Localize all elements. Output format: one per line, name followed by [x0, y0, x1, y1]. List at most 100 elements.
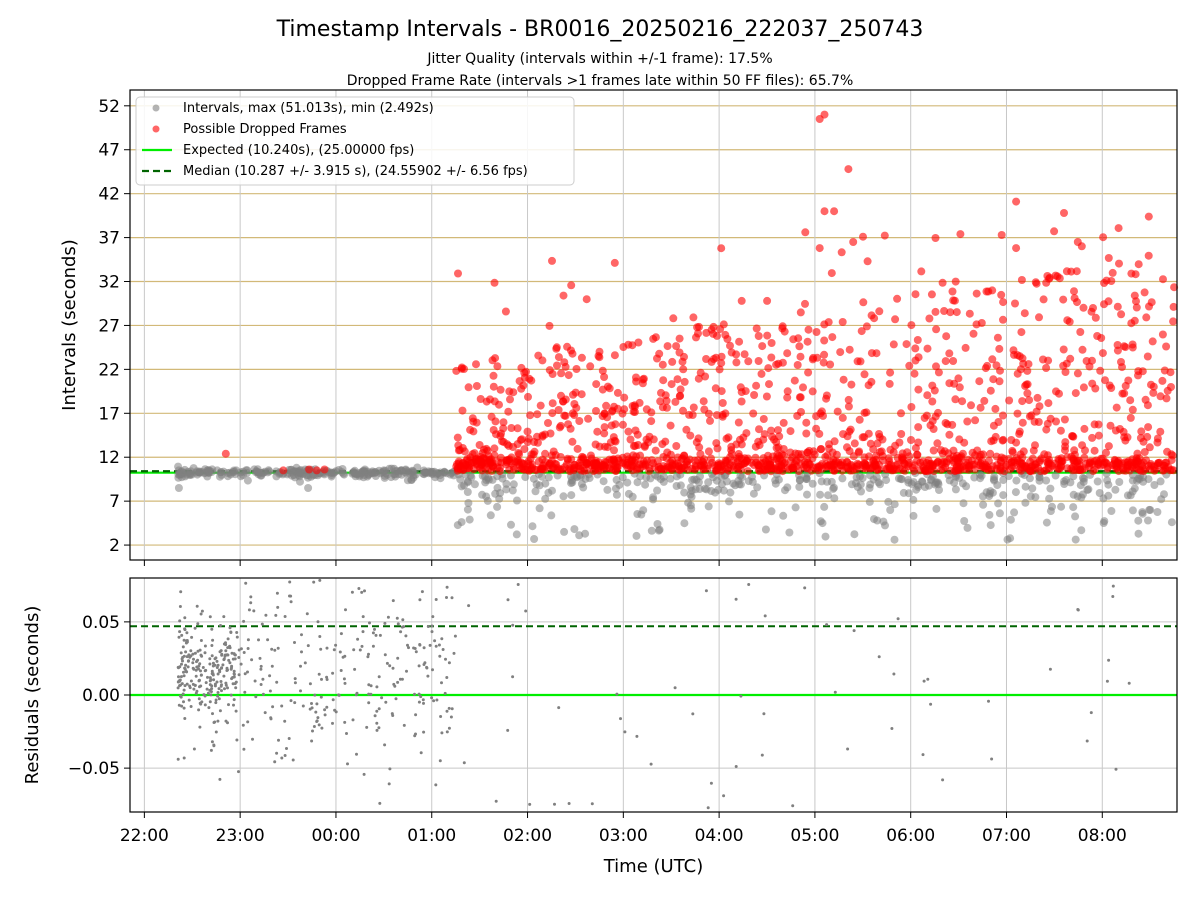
dropped-frame-point — [505, 465, 514, 474]
residual-point — [323, 708, 327, 712]
interval-point — [530, 535, 539, 543]
residual-point — [229, 630, 233, 634]
dropped-frame-point — [774, 359, 783, 368]
interval-point — [827, 477, 836, 486]
residual-point — [395, 616, 399, 620]
interval-point — [890, 500, 899, 509]
residual-point — [203, 694, 207, 698]
residual-point — [182, 638, 186, 642]
interval-point — [647, 526, 656, 535]
residual-point — [308, 682, 312, 686]
dropped-frame-point — [805, 460, 814, 469]
residual-point — [447, 726, 451, 730]
dropped-frame-point — [991, 404, 1000, 413]
dropped-frame-point — [1009, 346, 1018, 355]
interval-point — [226, 470, 235, 479]
residual-point — [369, 684, 373, 688]
dropped-frame-point — [777, 461, 786, 470]
residual-point — [210, 644, 214, 647]
residual-point — [234, 680, 238, 684]
dropped-frame-point — [598, 412, 607, 421]
residual-point — [896, 617, 900, 621]
residual-point — [511, 675, 515, 679]
interval-point — [960, 517, 969, 525]
dropped-frame-point — [1147, 298, 1156, 307]
dropped-frame-point — [1132, 297, 1140, 306]
residual-point — [506, 728, 510, 732]
dropped-frame-point — [1085, 362, 1094, 371]
interval-point — [771, 479, 780, 488]
residual-point — [219, 624, 222, 627]
residual-point — [223, 687, 226, 691]
dropped-frame-point — [843, 432, 852, 441]
residual-point — [360, 590, 364, 594]
residual-point — [179, 651, 183, 655]
dropped-frame-point — [905, 361, 914, 370]
residual-point — [300, 650, 303, 654]
residual-point — [283, 754, 287, 757]
residual-point — [198, 648, 202, 652]
residual-point — [299, 664, 302, 668]
dropped-frame-point — [783, 349, 792, 358]
residual-point — [388, 767, 392, 771]
interval-point — [411, 470, 420, 479]
interval-point — [808, 479, 817, 488]
residual-point — [922, 679, 926, 683]
dropped-frame-point — [1025, 412, 1034, 421]
interval-point — [1071, 535, 1080, 544]
dropped-frame-point — [932, 362, 940, 371]
residuals-y-tick-label: −0.05 — [68, 759, 120, 779]
residual-point — [259, 683, 263, 686]
dropped-frame-point — [553, 361, 561, 370]
dropped-frame-point — [794, 334, 803, 343]
residual-point — [226, 637, 230, 641]
dropped-frame-point — [923, 391, 932, 400]
interval-point — [802, 475, 811, 483]
dropped-frame-point — [1113, 302, 1122, 311]
interval-point — [1012, 476, 1021, 485]
interval-point — [694, 478, 703, 487]
dropped-frame-point — [564, 371, 573, 380]
interval-point — [1051, 471, 1060, 480]
dropped-frame-point — [533, 410, 542, 419]
residual-point — [280, 704, 284, 708]
interval-point — [999, 476, 1008, 484]
dropped-frame-point — [600, 373, 609, 381]
residual-point — [218, 709, 222, 713]
interval-point — [360, 466, 369, 475]
dropped-frame-point — [971, 416, 980, 425]
interval-point — [829, 484, 838, 493]
interval-point — [611, 484, 620, 493]
dropped-frame-point — [1131, 270, 1140, 279]
residual-point — [187, 698, 191, 702]
interval-point — [1107, 507, 1116, 515]
interval-point — [1156, 477, 1165, 486]
dropped-frame-point — [1066, 354, 1075, 363]
dropped-frame-point — [651, 446, 660, 455]
interval-point — [1150, 481, 1159, 489]
dropped-frame-point — [1031, 441, 1039, 450]
interval-point — [873, 516, 882, 525]
residual-point — [198, 725, 202, 729]
interval-point — [1128, 476, 1137, 485]
residual-point — [462, 761, 466, 765]
residual-point — [734, 597, 738, 601]
dropped-frame-point — [803, 337, 812, 346]
dropped-frame-point — [929, 425, 938, 433]
dropped-frame-point — [1059, 295, 1068, 304]
dropped-frame-point — [629, 442, 638, 451]
residual-point — [199, 653, 203, 657]
interval-point — [1153, 508, 1162, 516]
dropped-frame-point — [943, 420, 952, 429]
dropped-frame-point — [827, 269, 836, 278]
residual-point — [760, 753, 764, 757]
dropped-frame-point — [654, 462, 663, 471]
interval-point — [890, 535, 899, 544]
dropped-frame-point — [893, 294, 902, 303]
dropped-frame-point — [833, 407, 842, 416]
interval-point — [447, 469, 456, 477]
residual-point — [320, 677, 323, 681]
residual-point — [418, 598, 422, 602]
dropped-frame-point — [1022, 380, 1031, 389]
dropped-frame-point — [1121, 381, 1130, 390]
